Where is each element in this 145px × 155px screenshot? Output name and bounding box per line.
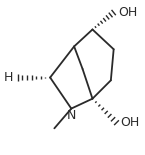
Text: OH: OH bbox=[118, 6, 137, 19]
Text: OH: OH bbox=[121, 116, 140, 129]
Text: N: N bbox=[67, 109, 76, 122]
Text: H: H bbox=[4, 71, 13, 84]
